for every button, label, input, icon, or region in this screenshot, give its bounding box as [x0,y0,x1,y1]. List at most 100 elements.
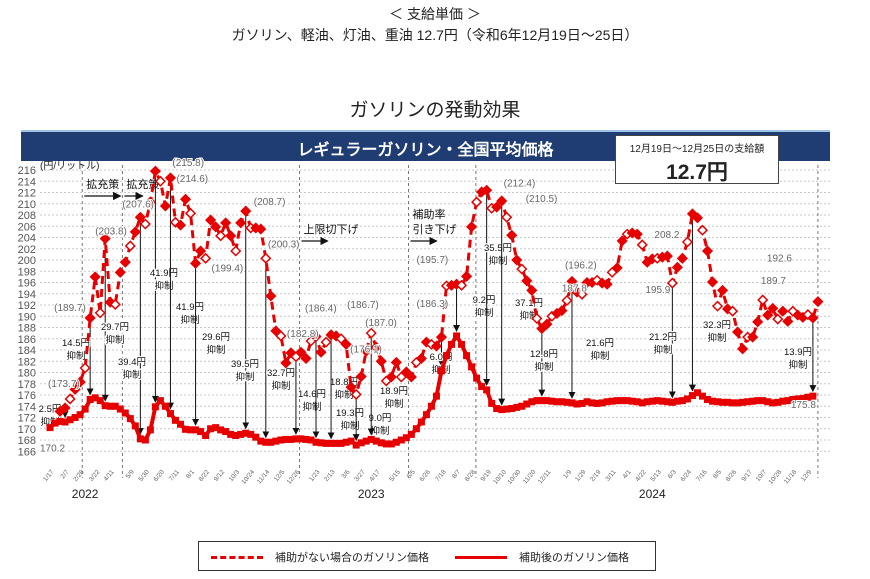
y-tick-label: 194 [18,289,36,301]
x-tick-label: 8/7 [451,468,462,480]
after-subsidy-marker [463,352,471,360]
after-subsidy-marker [56,417,64,425]
suppression-suffix: 抑制 [384,398,403,410]
no-subsidy-marker [767,302,779,314]
no-subsidy-marker [807,312,819,324]
no-subsidy-marker [134,211,146,223]
after-subsidy-marker [352,441,360,449]
after-subsidy-marker [774,398,782,406]
x-tick-label: 10/7 [755,468,769,482]
no-subsidy-marker [400,366,412,378]
payment-amount-box: 12月19日～12月25日の支給額 12.7円 [615,135,779,184]
no-subsidy-marker [330,330,342,342]
after-subsidy-marker [217,426,225,434]
after-subsidy-marker [337,439,345,447]
y-tick-label: 202 [18,244,36,256]
after-subsidy-marker [698,392,706,400]
x-tick-label: 9/19 [479,468,493,482]
no-subsidy-marker [240,205,252,217]
after-subsidy-marker [131,422,139,430]
value-label: (199.4) [212,263,244,274]
after-subsidy-marker [332,439,340,447]
no-subsidy-marker [215,230,227,242]
no-subsidy-marker [531,312,543,325]
no-subsidy-marker [722,303,734,315]
after-subsidy-marker [478,383,486,391]
no-subsidy-marker [576,288,588,300]
after-subsidy-marker [513,403,521,411]
after-subsidy-marker [111,402,119,410]
y-tick-label: 186 [18,334,36,346]
y-tick-label: 188 [18,323,36,335]
suppression-amount: 32.3円 [703,320,731,331]
after-subsidy-marker [633,398,641,406]
after-subsidy-marker [448,340,456,348]
no-subsidy-marker [757,294,769,306]
after-subsidy-marker [453,332,461,340]
x-tick-label: 8/1 [185,468,196,480]
suppression-amount: 14.6円 [298,389,326,400]
no-subsidy-marker [706,276,719,288]
x-tick-label: 6/26 [418,468,432,482]
suppression-amount: 29.7円 [101,322,129,333]
no-subsidy-marker [711,300,724,312]
suppression-amount: 35.5円 [484,243,512,254]
after-subsidy-marker [402,434,410,442]
x-tick-label: 12/9 [800,468,814,482]
no-subsidy-marker [762,309,774,321]
x-tick-label: 7/16 [695,468,709,482]
no-subsidy-marker [189,257,202,269]
suppression-suffix: 抑制 [707,332,726,344]
payment-period-label: 12月19日～12月25日の支給額 [629,144,765,155]
after-subsidy-marker [302,435,310,443]
after-subsidy-marker [789,396,797,403]
no-subsidy-marker [340,338,352,350]
after-subsidy-marker [96,397,104,405]
y-tick-label: 184 [18,345,36,357]
after-subsidy-marker [357,439,365,447]
after-subsidy-marker [648,397,656,405]
suppression-suffix: 抑制 [122,369,141,381]
after-subsidy-marker [613,397,621,405]
after-subsidy-marker [523,400,531,408]
after-subsidy-marker [397,436,405,444]
value-label: (176.1) [350,344,382,355]
after-subsidy-marker [86,396,94,403]
no-subsidy-marker [601,278,613,290]
value-label: (186.7) [347,300,379,311]
x-tick-label: 2/13 [323,468,337,482]
x-tick-label: 5/15 [388,468,402,482]
value-label: (195.7) [417,255,449,266]
x-tick-label: 6/5 [406,468,417,480]
after-subsidy-marker [297,435,305,443]
after-subsidy-marker [262,438,270,446]
suppression-suffix: 抑制 [235,371,254,383]
after-subsidy-marker [533,397,541,405]
after-subsidy-marker [272,437,280,445]
after-subsidy-marker [257,437,265,445]
no-subsidy-marker [506,229,518,241]
after-subsidy-marker [673,397,681,405]
no-subsidy-marker [747,331,759,343]
value-label: (208.7) [254,197,286,208]
no-subsidy-marker [461,270,473,282]
after-subsidy-marker [242,429,250,437]
no-subsidy-marker [104,296,116,308]
after-subsidy-marker [237,430,245,438]
x-tick-label: 5/9 [125,468,136,480]
after-subsidy-marker [483,386,491,394]
no-subsidy-marker [285,347,297,359]
value-label: 175.8 [791,400,816,411]
no-subsidy-marker [295,346,307,358]
suppression-suffix: 抑制 [340,420,359,432]
x-tick-label: 6/24 [679,468,693,482]
no-subsidy-marker [696,224,709,236]
no-subsidy-marker [114,266,126,278]
y-tick-label: 206 [18,221,36,233]
value-label: (189.7) [54,303,86,314]
after-subsidy-marker [427,402,435,410]
after-subsidy-marker [387,440,395,448]
x-tick-label: 8/28 [464,468,478,482]
after-subsidy-marker [192,426,200,434]
